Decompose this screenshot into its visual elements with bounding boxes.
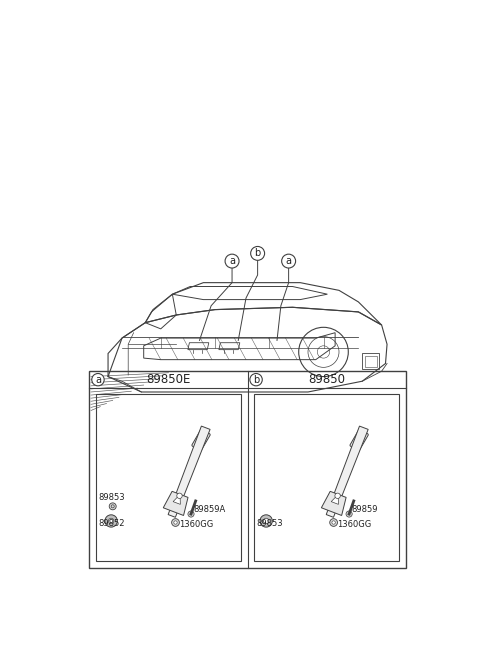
Polygon shape bbox=[322, 491, 346, 515]
Circle shape bbox=[264, 518, 269, 523]
Polygon shape bbox=[168, 426, 210, 517]
Text: 89850E: 89850E bbox=[146, 373, 191, 386]
Text: 89859A: 89859A bbox=[193, 505, 226, 514]
Circle shape bbox=[335, 493, 340, 498]
Bar bbox=[254, 394, 399, 561]
Text: 89859: 89859 bbox=[351, 505, 378, 514]
FancyBboxPatch shape bbox=[192, 429, 210, 451]
Circle shape bbox=[172, 519, 180, 527]
Circle shape bbox=[105, 515, 117, 527]
Bar bbox=[96, 394, 241, 561]
Circle shape bbox=[330, 519, 337, 527]
Text: 89853: 89853 bbox=[98, 493, 125, 502]
Text: 1360GG: 1360GG bbox=[336, 519, 371, 529]
Polygon shape bbox=[173, 495, 180, 504]
Bar bbox=[197, 438, 203, 445]
Circle shape bbox=[332, 521, 336, 524]
Text: b: b bbox=[253, 375, 259, 384]
Circle shape bbox=[108, 518, 114, 523]
Text: a: a bbox=[286, 256, 292, 266]
Bar bbox=[355, 438, 361, 445]
Circle shape bbox=[109, 503, 116, 510]
Text: 1360GG: 1360GG bbox=[179, 519, 213, 529]
Text: 89853: 89853 bbox=[256, 519, 283, 528]
Circle shape bbox=[346, 511, 352, 517]
Circle shape bbox=[188, 511, 194, 517]
Circle shape bbox=[225, 254, 239, 268]
Text: 89852: 89852 bbox=[98, 519, 124, 528]
Text: a: a bbox=[95, 375, 101, 384]
Bar bbox=[89, 371, 406, 567]
Polygon shape bbox=[331, 495, 338, 504]
Text: 89850: 89850 bbox=[308, 373, 345, 386]
Circle shape bbox=[174, 521, 177, 524]
Circle shape bbox=[177, 493, 182, 498]
Circle shape bbox=[260, 515, 272, 527]
Circle shape bbox=[282, 254, 296, 268]
Polygon shape bbox=[326, 426, 368, 517]
FancyBboxPatch shape bbox=[350, 429, 368, 451]
Circle shape bbox=[92, 373, 104, 386]
Circle shape bbox=[251, 246, 264, 260]
Text: a: a bbox=[229, 256, 235, 266]
Circle shape bbox=[250, 373, 262, 386]
Polygon shape bbox=[163, 491, 188, 515]
Text: b: b bbox=[254, 248, 261, 258]
Bar bbox=[362, 354, 379, 369]
Bar bbox=[365, 356, 377, 367]
